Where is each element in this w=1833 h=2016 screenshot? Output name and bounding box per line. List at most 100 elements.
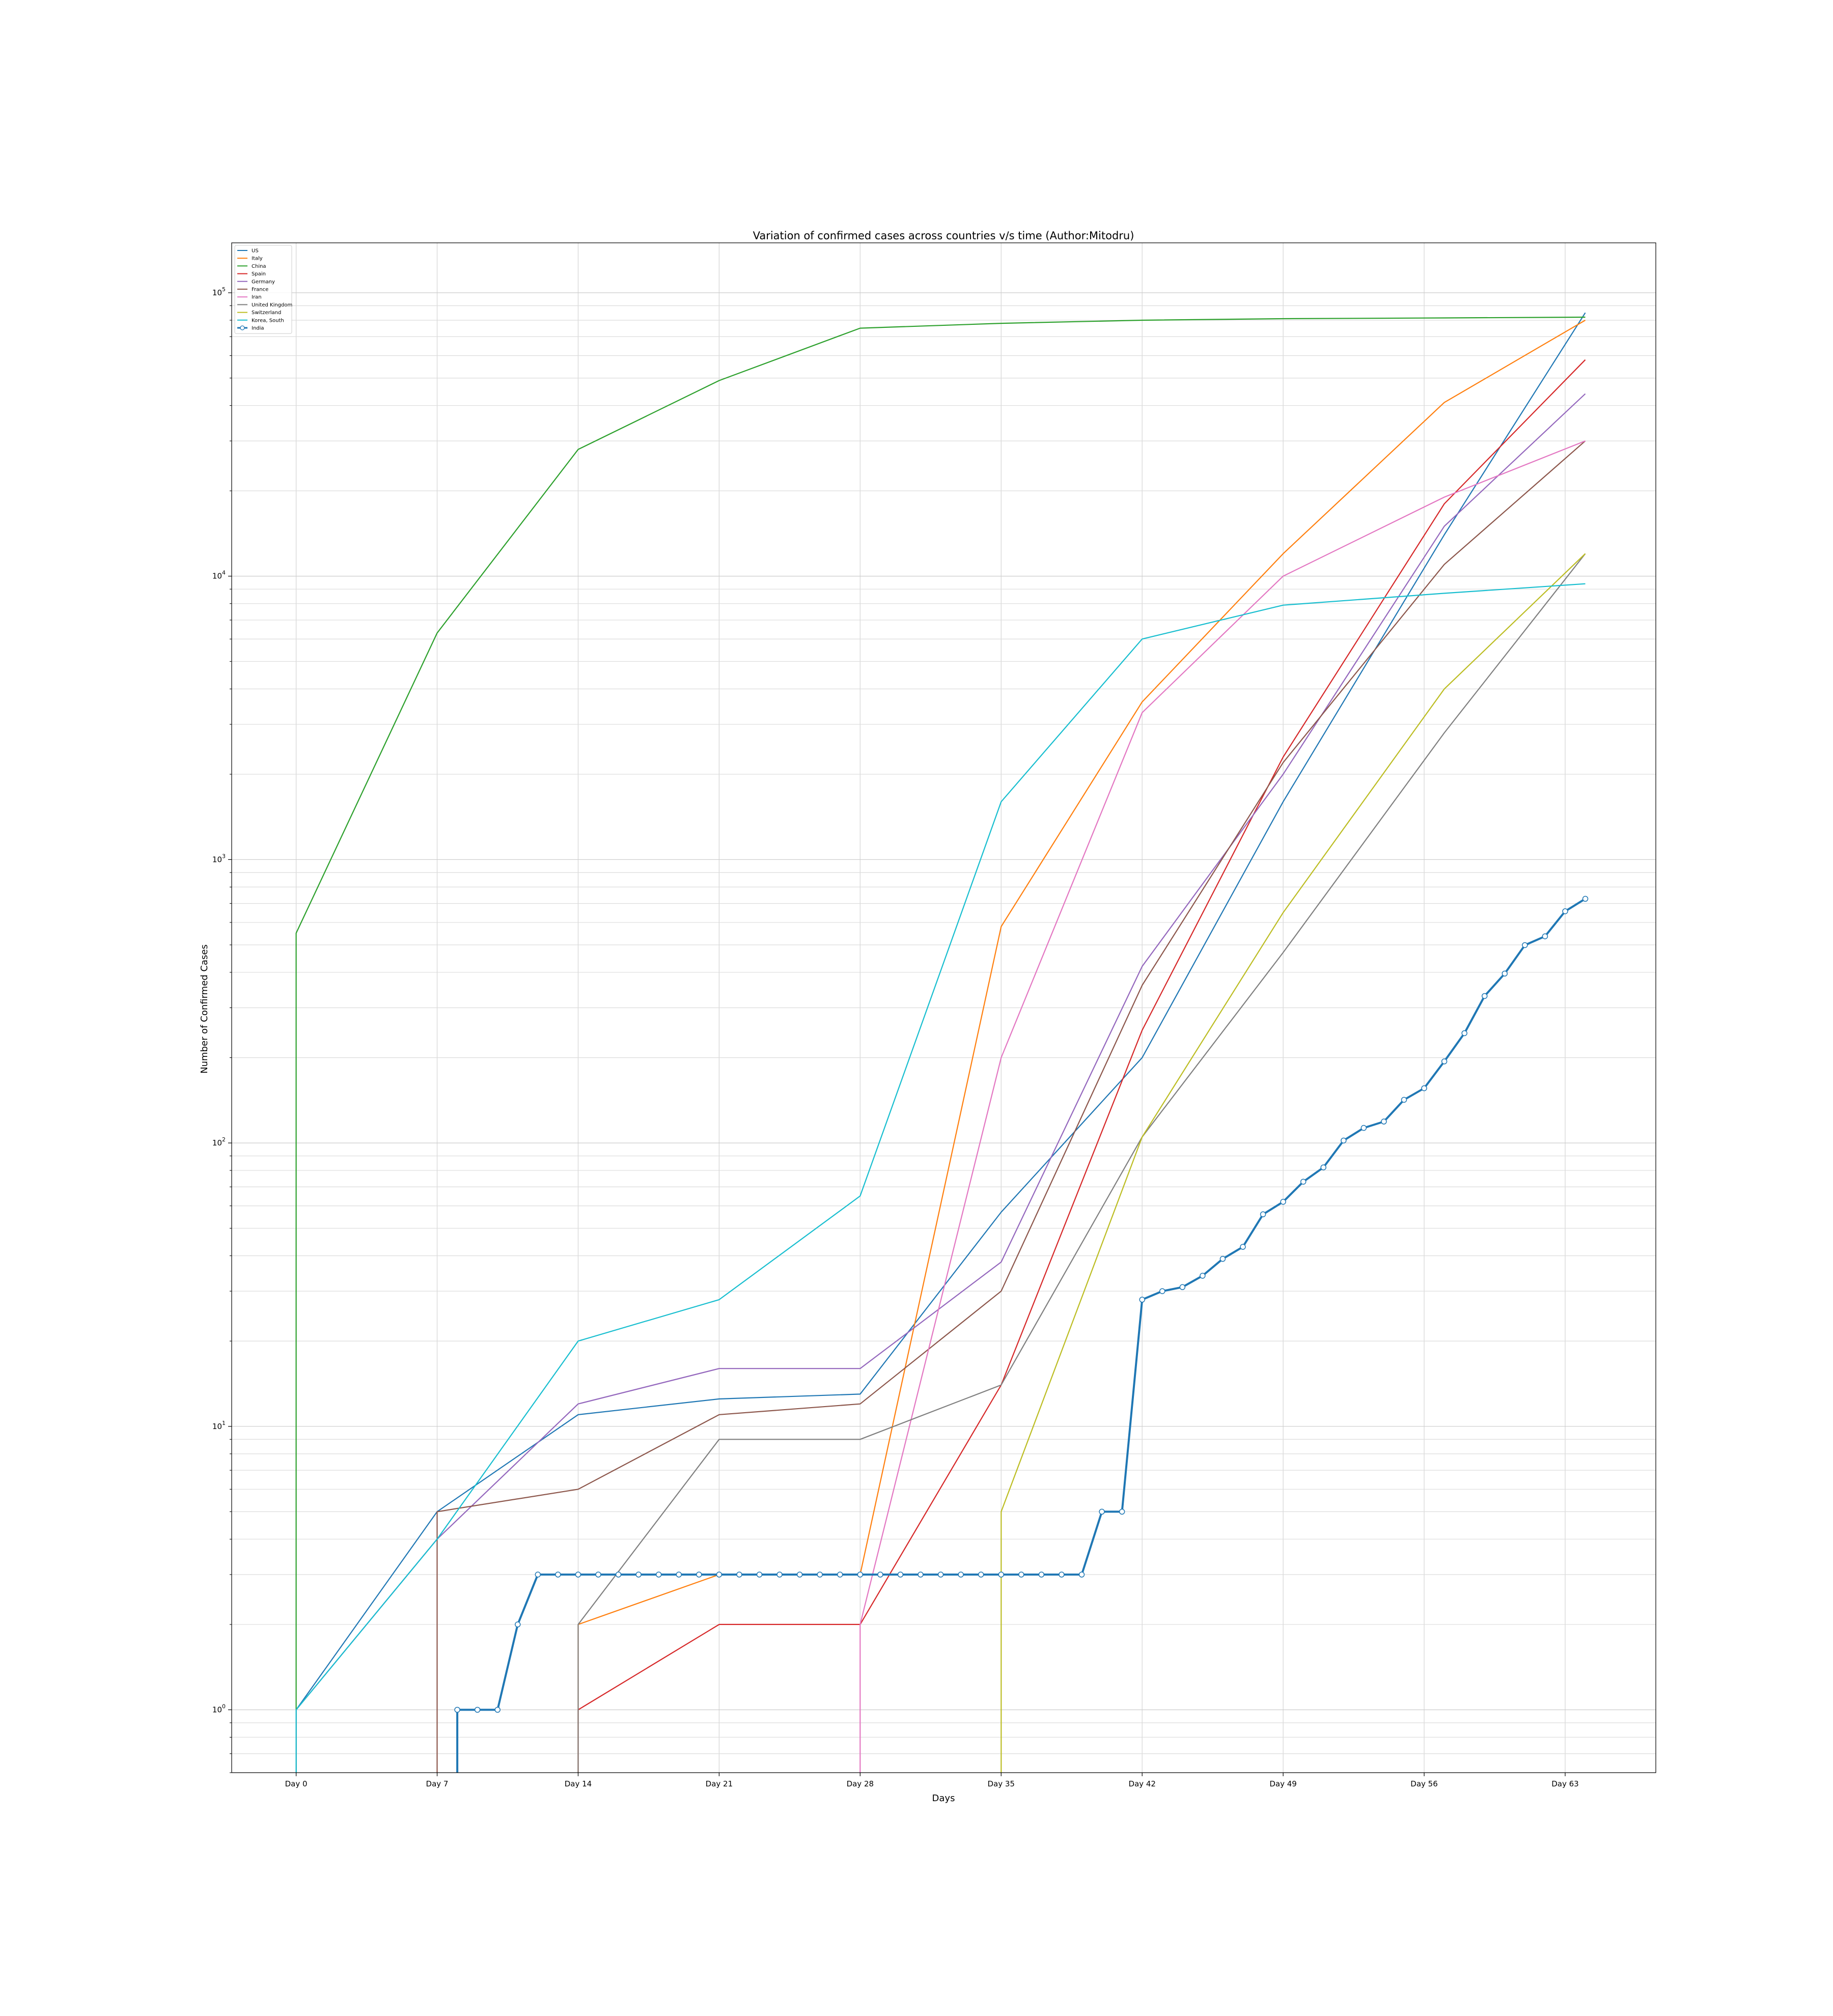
y-tick-label: 100 (212, 1703, 226, 1714)
data-point-india (1502, 970, 1508, 977)
series-korea-south (295, 583, 1586, 1773)
y-tick-label: 103 (212, 853, 226, 864)
legend-label-spain: Spain (252, 271, 266, 277)
legend-label-china: China (252, 264, 266, 269)
chart-title: Variation of confirmed cases across coun… (753, 230, 1134, 242)
x-tick-label: Day 56 (1410, 1779, 1437, 1788)
data-point-india (1179, 1284, 1186, 1291)
data-point-india (1421, 1085, 1427, 1091)
series-line-china (295, 316, 1586, 1773)
data-point-india (494, 1706, 501, 1713)
data-point-india (454, 1706, 460, 1713)
data-point-india (1018, 1572, 1024, 1578)
x-tick-label: Day 0 (285, 1779, 308, 1788)
data-point-india (676, 1572, 682, 1578)
y-axis-ticks: 100 101 102 103 104 105 (212, 286, 232, 1773)
series-line-korea-south (295, 583, 1586, 1773)
x-tick-label: Day 7 (426, 1779, 449, 1788)
series-us (295, 312, 1586, 1773)
y-tick-label: 105 (212, 286, 226, 297)
y-tick-label: 101 (212, 1420, 226, 1431)
data-point-india (655, 1572, 662, 1578)
data-point-india (1240, 1244, 1246, 1250)
data-point-india (1320, 1164, 1326, 1170)
legend-box (234, 245, 292, 334)
data-point-india (1159, 1288, 1165, 1294)
data-point-india (857, 1572, 864, 1578)
series-india (454, 895, 1589, 1773)
data-point-india (1260, 1211, 1266, 1218)
x-axis-ticks: Day 0 Day 7 Day 14 Day 21 Day 28 Day 35 Day 42… (285, 1773, 1579, 1788)
y-tick-label: 102 (212, 1136, 226, 1147)
grid-lines (232, 243, 1656, 1773)
data-point-india (1522, 942, 1528, 948)
data-point-india (1119, 1508, 1125, 1515)
x-tick-label: Day 28 (847, 1779, 874, 1788)
series-spain (577, 359, 1586, 1773)
series-line-france (436, 440, 1586, 1773)
legend-label-india: India (252, 326, 264, 331)
data-point-india (1401, 1097, 1407, 1103)
data-point-india (1562, 908, 1568, 914)
data-point-india (756, 1572, 763, 1578)
series-france (436, 440, 1586, 1773)
data-point-india (696, 1572, 702, 1578)
series-line-india (456, 898, 1586, 1773)
data-point-india (716, 1572, 723, 1578)
data-point-india (1078, 1572, 1085, 1578)
data-point-india (1461, 1030, 1467, 1037)
data-point-india (1200, 1273, 1206, 1279)
data-point-india (1341, 1137, 1347, 1144)
data-point-india (1139, 1297, 1145, 1303)
data-point-india (736, 1572, 742, 1578)
legend-label-korea-south: Korea, South (252, 318, 284, 323)
y-axis-label: Number of Confirmed Cases (199, 944, 210, 1074)
data-point-india (796, 1572, 803, 1578)
data-point-india (1441, 1058, 1448, 1065)
data-point-india (615, 1572, 622, 1578)
x-tick-label: Day 14 (565, 1779, 592, 1788)
data-point-india (1219, 1256, 1226, 1262)
x-tick-label: Day 35 (988, 1779, 1015, 1788)
data-point-india (837, 1572, 843, 1578)
data-point-india (897, 1572, 904, 1578)
data-point-india (776, 1572, 783, 1578)
data-point-india (998, 1572, 1005, 1578)
data-point-india (958, 1572, 964, 1578)
data-point-india (1300, 1179, 1307, 1185)
data-point-india (1582, 895, 1589, 902)
data-point-india (635, 1572, 642, 1578)
data-point-india (1360, 1125, 1367, 1131)
data-point-india (595, 1572, 601, 1578)
series-iran (859, 440, 1586, 1773)
legend-label-italy: Italy (252, 256, 263, 262)
data-point-india (1059, 1572, 1065, 1578)
data-point-india (817, 1572, 823, 1578)
x-tick-label: Day 21 (706, 1779, 733, 1788)
legend-label-france: France (252, 287, 268, 293)
legend-label-iran: Iran (252, 295, 262, 300)
data-point-india (937, 1572, 944, 1578)
data-point-india (1099, 1508, 1105, 1515)
data-point-india (1038, 1572, 1045, 1578)
legend-marker-india (240, 325, 245, 330)
series-switzerland (1001, 553, 1586, 1773)
legend: US Italy China Spain Germany France Iran United… (234, 245, 292, 334)
series-lines (295, 312, 1589, 1773)
legend-label-germany: Germany (252, 279, 275, 285)
x-tick-label: Day 63 (1551, 1779, 1578, 1788)
series-italy (577, 320, 1586, 1773)
y-tick-label: 104 (212, 570, 226, 581)
data-point-india (535, 1572, 541, 1578)
x-tick-label: Day 42 (1128, 1779, 1155, 1788)
series-line-us (295, 312, 1586, 1773)
data-point-india (918, 1572, 924, 1578)
x-axis-label: Days (932, 1793, 955, 1804)
data-point-india (1280, 1198, 1286, 1205)
series-line-switzerland (1001, 553, 1586, 1773)
legend-label-united-kingdom: United Kingdom (252, 302, 292, 308)
data-point-india (555, 1572, 561, 1578)
series-united-kingdom (577, 553, 1586, 1773)
series-line-iran (859, 440, 1586, 1773)
data-point-india (474, 1706, 481, 1713)
